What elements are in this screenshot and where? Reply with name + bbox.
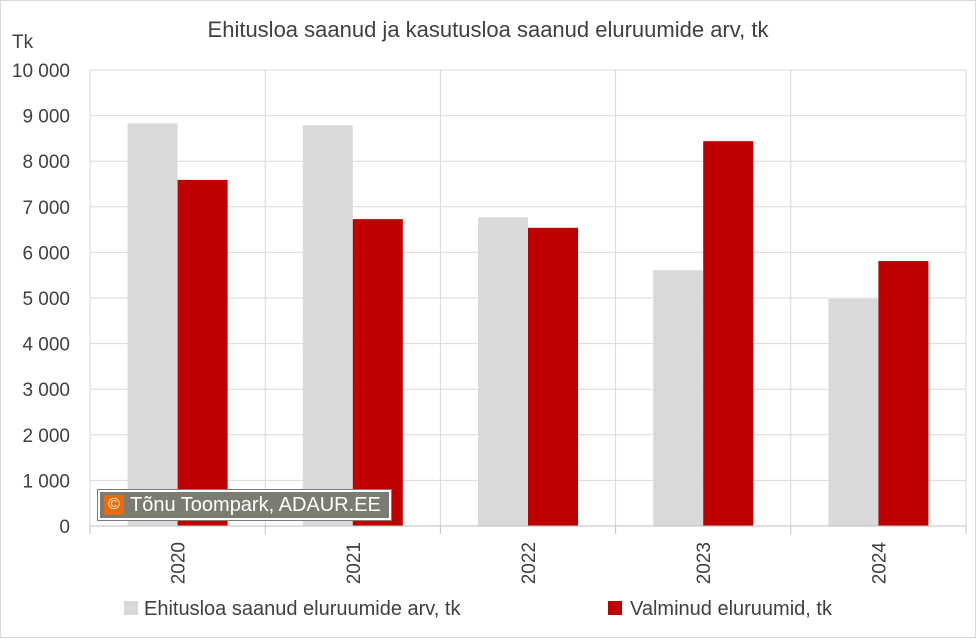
chart-title: Ehitusloa saanud ja kasutusloa saanud el…	[208, 17, 770, 42]
y-tick-label: 2 000	[22, 426, 70, 447]
y-tick-label: 5 000	[22, 289, 70, 310]
x-tick-label: 2022	[519, 542, 540, 584]
y-tick-label: 4 000	[22, 335, 70, 356]
legend: Ehitusloa saanud eluruumide arv, tk Valmi…	[124, 598, 833, 620]
y-tick-label: 1 000	[22, 471, 70, 492]
y-tick-label: 0	[59, 517, 70, 538]
bar-ehitusluba-2022	[478, 217, 528, 526]
y-tick-label: 10 000	[12, 61, 70, 82]
bar-valminud-2023	[703, 141, 754, 527]
y-tick-label: 7 000	[22, 198, 70, 219]
x-tick-label: 2024	[869, 542, 890, 585]
x-tick-label: 2021	[344, 542, 365, 584]
copyright-watermark: © Tõnu Toompark, ADAUR.EE	[97, 489, 392, 521]
bar-ehitusluba-2020	[127, 123, 178, 527]
bar-ehitusluba-2023	[653, 270, 704, 526]
bar-valminud-2024	[878, 261, 929, 526]
bars	[127, 123, 929, 527]
x-tick-label: 2023	[694, 542, 715, 584]
bar-ehitusluba-2021	[302, 125, 353, 527]
y-axis-ticks: 0 1 000 2 000 3 000 4 000 5 000 6 000 7 000 8 00…	[12, 61, 70, 538]
legend-label-1: Ehitusloa saanud eluruumide arv, tk	[144, 598, 461, 620]
legend-swatch-1	[124, 601, 138, 615]
watermark-text: Tõnu Toompark, ADAUR.EE	[130, 494, 381, 516]
legend-swatch-2	[608, 601, 622, 615]
x-tick-label: 2020	[169, 542, 190, 584]
bar-ehitusluba-2024	[828, 298, 879, 526]
copyright-icon: ©	[104, 495, 124, 515]
y-tick-label: 9 000	[22, 107, 70, 128]
y-tick-label: 8 000	[22, 152, 70, 173]
bar-valminud-2020	[177, 179, 228, 526]
y-axis-label: Tk	[12, 32, 34, 53]
y-tick-label: 3 000	[22, 380, 70, 401]
bar-valminud-2022	[528, 227, 578, 526]
bar-valminud-2021	[352, 219, 403, 526]
legend-label-2: Valminud eluruumid, tk	[630, 598, 833, 620]
x-axis	[89, 525, 967, 534]
x-axis-ticks: 2020 2021 2022 2023 2024	[169, 542, 891, 585]
y-tick-label: 6 000	[22, 243, 70, 264]
